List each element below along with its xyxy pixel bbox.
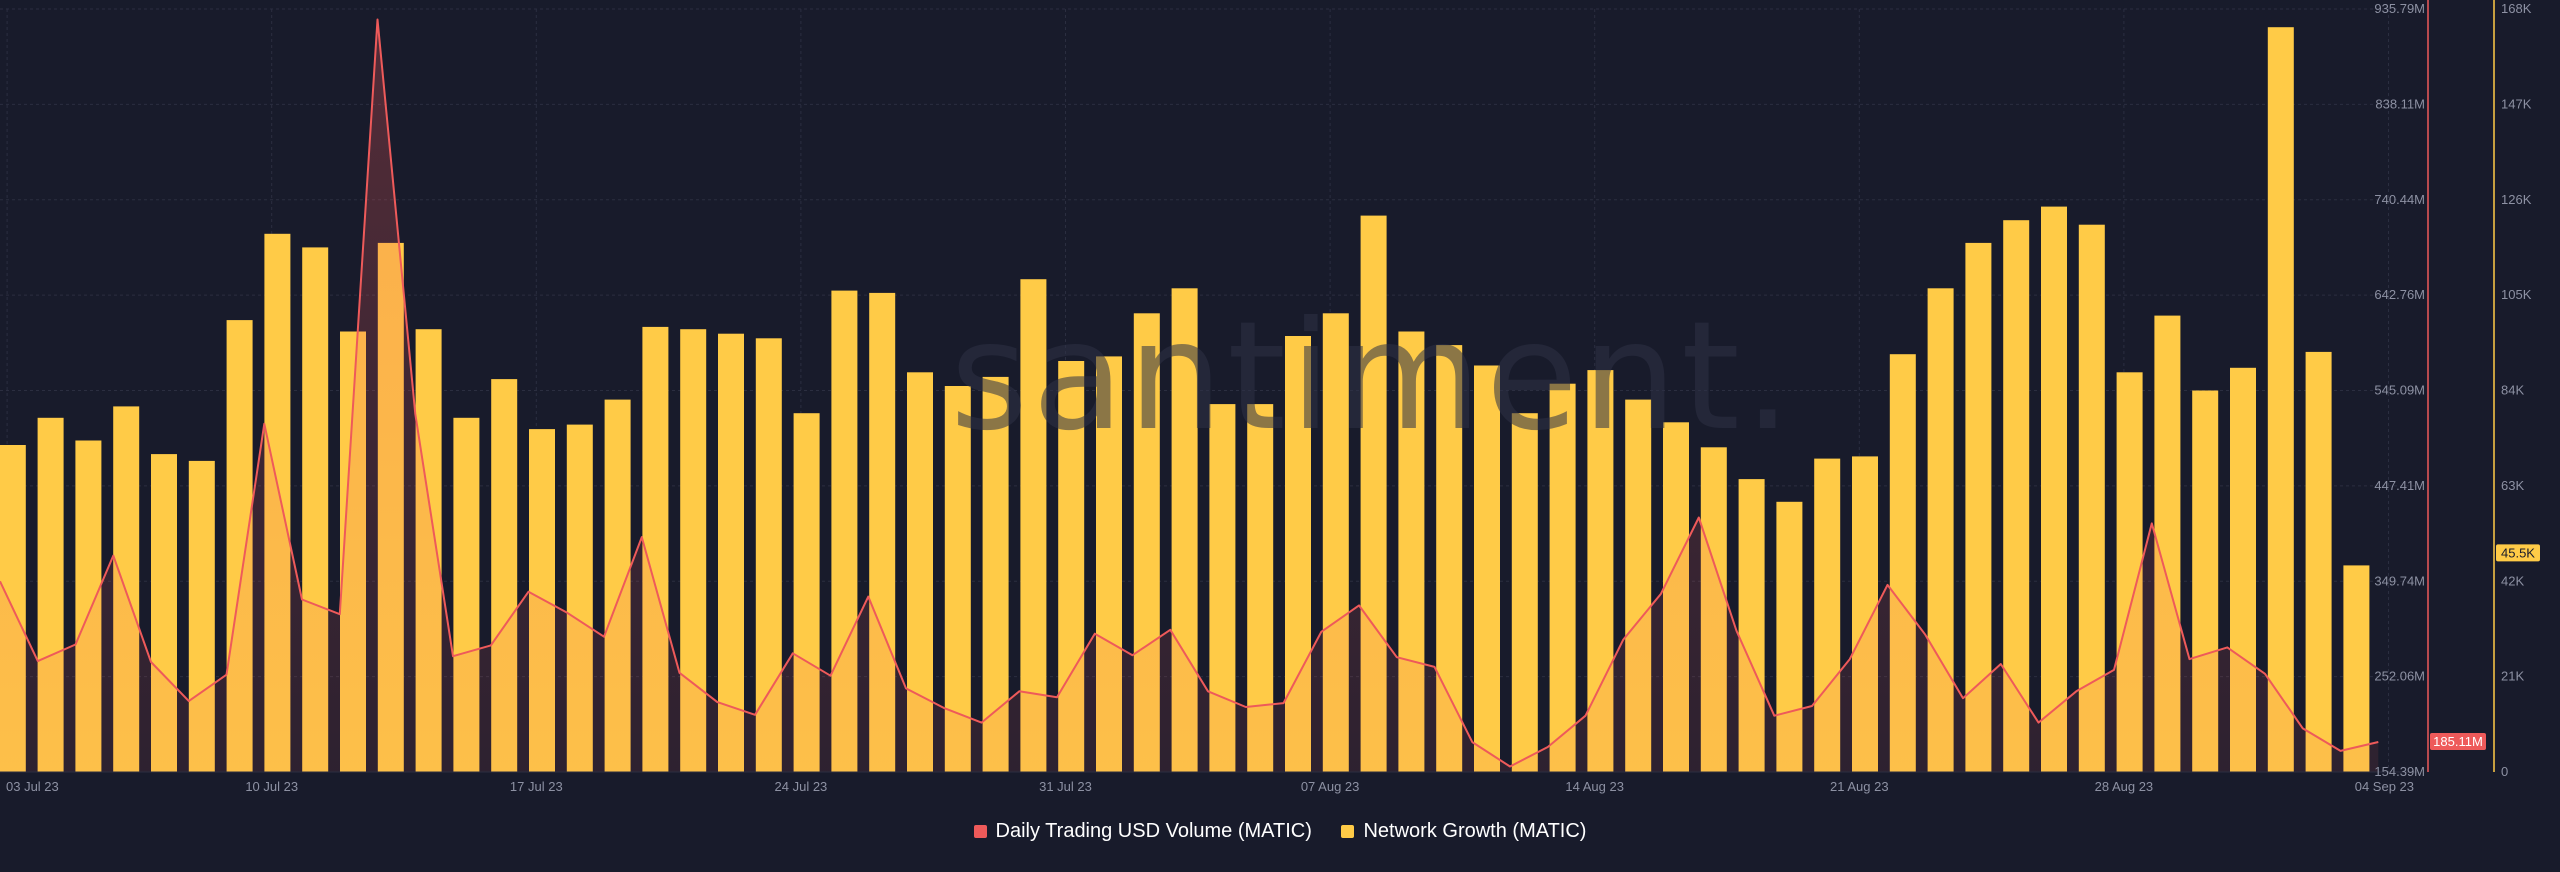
y-right-tick-label: 42K <box>2501 573 2524 588</box>
bar-network-growth <box>2306 352 2332 772</box>
bar-network-growth <box>2343 565 2369 772</box>
volume-current-badge-label: 185.11M <box>2433 734 2483 749</box>
y-right-tick-label: 21K <box>2501 669 2524 684</box>
x-tick-label: 31 Jul 23 <box>1039 779 1092 794</box>
y-left-tick-label: 154.39M <box>2374 764 2425 779</box>
y-right-tick-label: 0 <box>2501 764 2508 779</box>
y-right-tick-label: 84K <box>2501 383 2524 398</box>
legend-label-growth: Network Growth (MATIC) <box>1363 820 1586 843</box>
y-left-tick-label: 838.11M <box>2375 96 2425 111</box>
y-left-tick-label: 447.41M <box>2374 478 2425 493</box>
x-tick-label: 28 Aug 23 <box>2095 779 2154 794</box>
bar-network-growth <box>2268 27 2294 772</box>
x-tick-label: 03 Jul 23 <box>6 779 59 794</box>
x-tick-label: 24 Jul 23 <box>775 779 828 794</box>
x-tick-label: 17 Jul 23 <box>510 779 563 794</box>
y-left-tick-label: 252.06M <box>2374 669 2425 684</box>
y-left-tick-label: 642.76M <box>2374 287 2425 302</box>
legend-swatch-volume <box>974 825 987 838</box>
y-right-tick-label: 63K <box>2501 478 2524 493</box>
bar-network-growth <box>1550 384 1576 772</box>
legend: Daily Trading USD Volume (MATIC) Network… <box>0 820 2560 844</box>
y-left-tick-label: 545.09M <box>2374 383 2425 398</box>
x-tick-label: 07 Aug 23 <box>1301 779 1360 794</box>
y-left-tick-label: 349.74M <box>2374 573 2425 588</box>
legend-label-volume: Daily Trading USD Volume (MATIC) <box>996 820 1312 843</box>
growth-current-badge-label: 45.5K <box>2501 545 2535 560</box>
x-tick-label: 14 Aug 23 <box>1565 779 1624 794</box>
x-tick-label: 21 Aug 23 <box>1830 779 1889 794</box>
legend-item-volume[interactable]: Daily Trading USD Volume (MATIC) <box>974 820 1312 843</box>
y-right-tick-label: 168K <box>2501 1 2532 16</box>
bar-network-growth <box>2041 207 2067 772</box>
y-right-tick-label: 147K <box>2501 96 2532 111</box>
legend-item-growth[interactable]: Network Growth (MATIC) <box>1341 820 1586 843</box>
y-right-tick-label: 126K <box>2501 192 2532 207</box>
bar-network-growth <box>1474 366 1500 773</box>
y-left-tick-label: 935.79M <box>2374 1 2425 16</box>
legend-swatch-growth <box>1341 825 1354 838</box>
y-right-tick-label: 105K <box>2501 287 2532 302</box>
y-left-tick-label: 740.44M <box>2374 192 2425 207</box>
bar-network-growth <box>1512 413 1538 772</box>
x-tick-label: 04 Sep 23 <box>2355 779 2414 794</box>
x-tick-label: 10 Jul 23 <box>245 779 298 794</box>
